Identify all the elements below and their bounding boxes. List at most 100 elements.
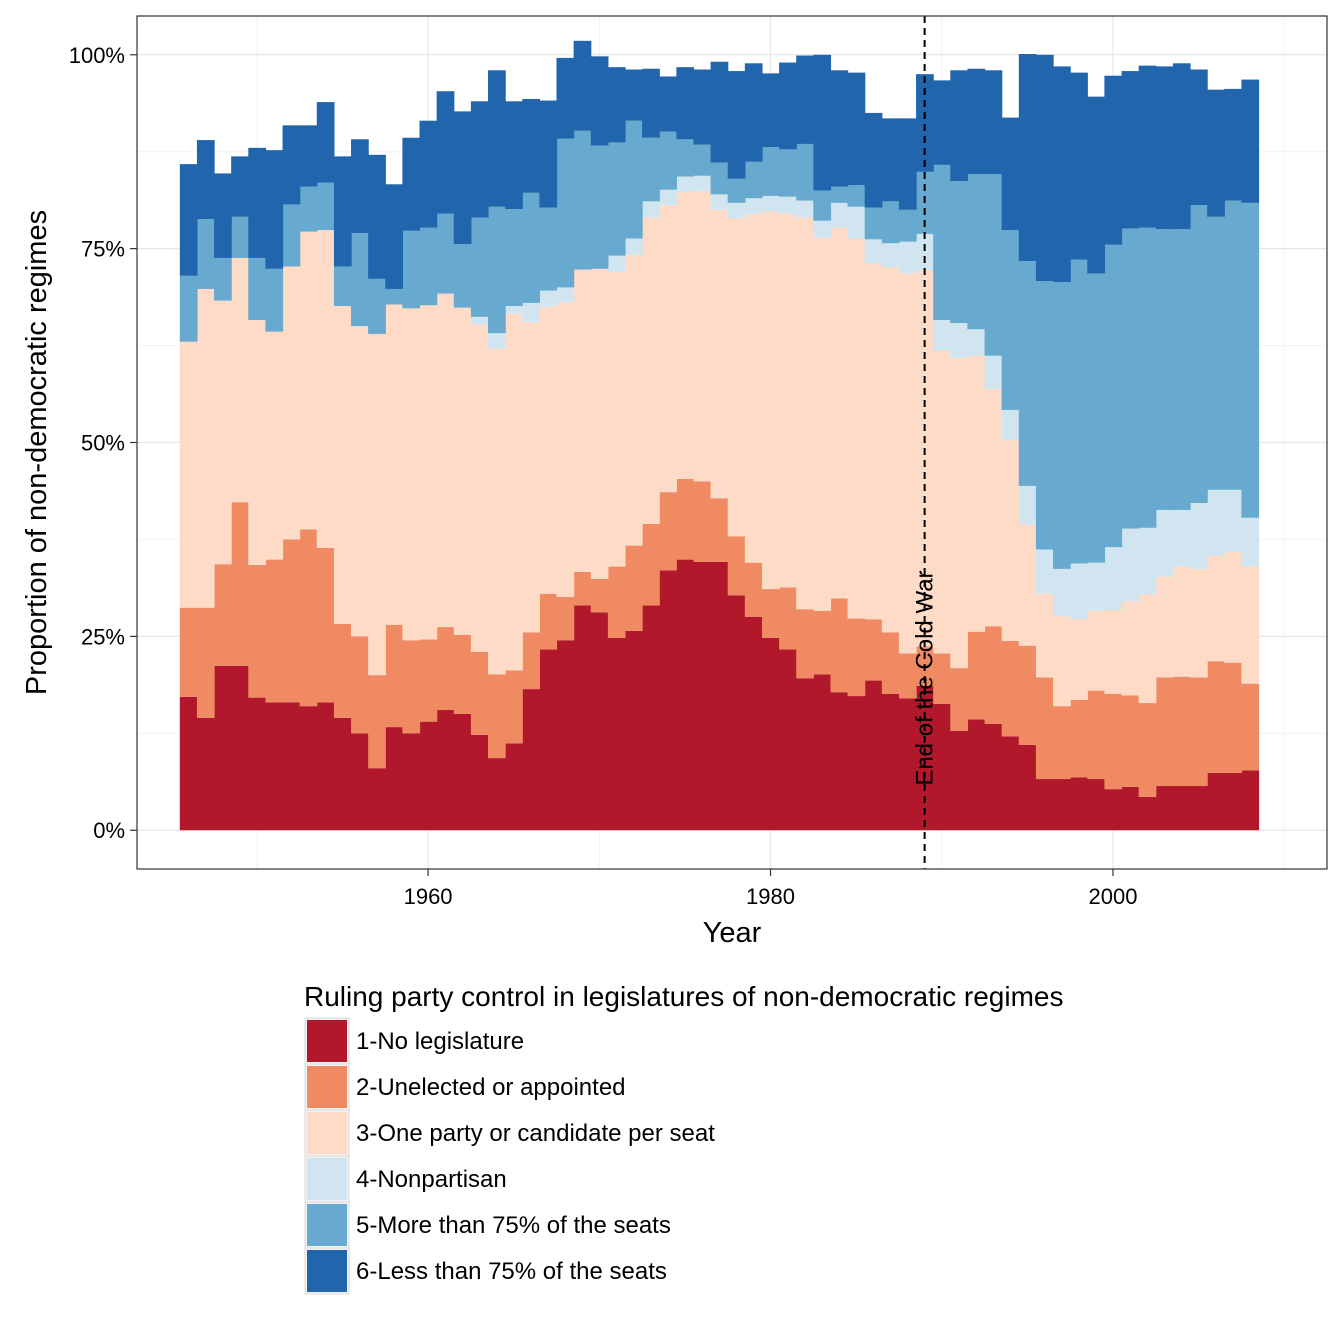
area-segment [351, 233, 369, 327]
area-segment [282, 266, 301, 540]
area-segment [744, 198, 763, 214]
area-segment [231, 156, 249, 217]
legend-swatch [307, 1066, 347, 1108]
area-segment [607, 566, 626, 638]
area-segment [470, 217, 489, 317]
area-segment [1053, 779, 1071, 831]
area-segment [933, 164, 951, 320]
y-axis-title: Proportion of non-democratic regimes [21, 210, 53, 695]
area-segment [488, 758, 506, 831]
area-segment [196, 717, 215, 831]
area-segment [316, 230, 335, 548]
area-segment [590, 268, 609, 579]
area-segment [1190, 69, 1208, 206]
area-segment [950, 323, 969, 358]
area-segment [1104, 609, 1123, 694]
area-segment [1001, 409, 1020, 441]
area-segment [573, 269, 592, 573]
area-segment [214, 665, 232, 831]
area-segment [796, 609, 814, 679]
area-segment [967, 68, 986, 175]
area-segment [813, 190, 832, 221]
area-segment [1241, 683, 1260, 771]
y-tick-label: 75% [81, 237, 125, 262]
area-segment [1172, 566, 1191, 677]
area-segment [744, 616, 763, 831]
area-segment [522, 632, 540, 690]
area-segment [1190, 502, 1208, 569]
area-segment [1053, 281, 1071, 569]
area-segment [779, 196, 797, 214]
area-segment [847, 206, 866, 239]
area-segment [539, 593, 558, 650]
legend-label: 1-No legislature [356, 1028, 524, 1055]
area-segment [522, 98, 540, 193]
area-segment [590, 612, 609, 831]
x-tick-label: 1980 [746, 884, 795, 909]
area-segment [830, 692, 849, 831]
area-segment [1224, 772, 1242, 831]
area-segment [779, 149, 797, 197]
area-segment [470, 324, 489, 652]
area-segment [1207, 661, 1225, 773]
area-segment [624, 120, 643, 239]
area-segment [488, 348, 506, 675]
area-segment [1138, 527, 1157, 595]
area-segment [830, 227, 849, 599]
area-segment [556, 287, 575, 303]
area-segment [1172, 676, 1191, 787]
area-segment [813, 237, 832, 611]
area-segment [1190, 786, 1208, 831]
area-segment [1241, 770, 1260, 831]
area-segment [830, 598, 849, 693]
area-segment [1241, 517, 1260, 567]
area-segment [796, 55, 814, 144]
area-segment [265, 702, 284, 831]
area-segment [950, 357, 969, 669]
area-segment [453, 307, 472, 635]
area-segment [196, 607, 215, 718]
area-segment [1035, 779, 1054, 831]
area-segment [590, 56, 609, 146]
area-segment [248, 319, 267, 566]
area-segment [727, 202, 746, 219]
area-segment [830, 70, 849, 187]
area-segment [1070, 563, 1088, 620]
area-segment [710, 209, 729, 499]
area-segment [402, 308, 421, 641]
area-segment [1121, 228, 1140, 529]
area-segment [950, 730, 969, 831]
area-segment [779, 62, 797, 150]
area-segment [436, 293, 455, 628]
area-segment [1087, 273, 1106, 563]
area-segment [522, 322, 540, 633]
area-segment [1001, 641, 1020, 737]
area-segment [1018, 645, 1037, 745]
area-segment [864, 207, 883, 240]
x-tick-label: 1960 [404, 884, 453, 909]
area-segment [693, 191, 712, 482]
area-segment [1121, 528, 1140, 602]
area-segment [607, 637, 626, 831]
y-tick-label: 50% [81, 431, 125, 456]
area-segment [385, 727, 403, 831]
area-segment [710, 194, 729, 210]
area-segment [282, 539, 301, 703]
area-segment [1224, 662, 1242, 773]
legend-swatch [307, 1204, 347, 1246]
area-segment [351, 326, 369, 637]
area-segment [1087, 96, 1106, 274]
area-segment [333, 266, 352, 307]
area-segment [898, 118, 917, 210]
area-segment [1070, 259, 1088, 564]
area-segment [1104, 789, 1123, 831]
legend-item: 1-No legislature [304, 1017, 524, 1065]
area-segment [710, 162, 729, 195]
area-segment [265, 331, 284, 560]
area-segment [505, 743, 523, 831]
area-segment [1224, 200, 1242, 490]
legend-item: 6-Less than 75% of the seats [304, 1247, 667, 1295]
area-segment [299, 125, 318, 187]
area-segment [282, 702, 301, 831]
